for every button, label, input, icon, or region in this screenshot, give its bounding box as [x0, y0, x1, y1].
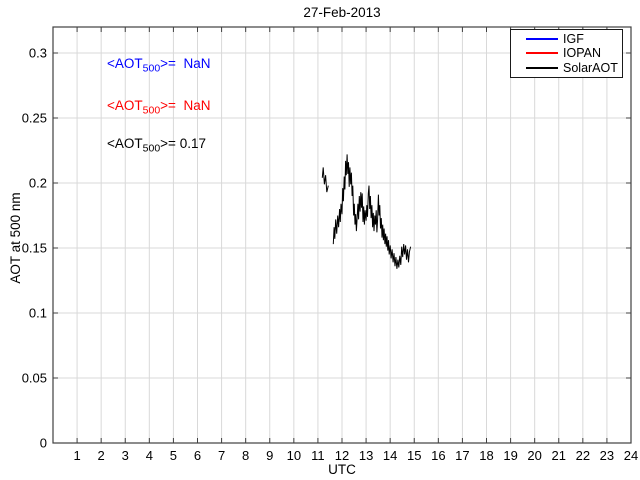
- annotation-prefix: <AOT: [107, 56, 143, 71]
- x-tick-label: 2: [98, 448, 105, 463]
- mean-annotation-solaraot: <AOT500>= 0.17: [107, 136, 206, 155]
- solaraot-trace: [321, 167, 329, 193]
- x-tick-label: 20: [527, 448, 541, 463]
- x-tick-label: 15: [407, 448, 421, 463]
- x-tick-label: 12: [335, 448, 349, 463]
- solaraot-line-sample: [526, 66, 558, 69]
- legend-label: IGF: [563, 32, 584, 47]
- y-tick-label: 0: [40, 436, 47, 451]
- x-tick-label: 14: [383, 448, 397, 463]
- annotation-value: >= NaN: [160, 98, 211, 113]
- y-axis-label: AOT at 500 nm: [8, 192, 23, 284]
- y-tick-label: 0.2: [29, 176, 47, 191]
- x-tick-label: 3: [122, 448, 129, 463]
- legend-label: IOPAN: [563, 46, 601, 61]
- mean-annotation-igf: <AOT500>= NaN: [107, 56, 210, 75]
- x-tick-label: 13: [359, 448, 373, 463]
- x-tick-label: 17: [455, 448, 469, 463]
- x-tick-label: 9: [266, 448, 273, 463]
- annotation-prefix: <AOT: [107, 98, 143, 113]
- annotation-prefix: <AOT: [107, 136, 143, 151]
- iopan-line-sample: [526, 52, 558, 55]
- x-tick-label: 5: [170, 448, 177, 463]
- y-tick-label: 0.25: [22, 111, 47, 126]
- x-tick-label: 7: [218, 448, 225, 463]
- annotation-value: >= 0.17: [160, 136, 206, 151]
- y-tick-label: 0.3: [29, 46, 47, 61]
- igf-line-sample: [526, 38, 558, 41]
- legend-item-iopan: IOPAN: [511, 46, 622, 60]
- legend-item-solaraot: SolarAOT: [511, 61, 622, 75]
- annotation-value: >= NaN: [160, 56, 211, 71]
- x-tick-label: 23: [600, 448, 614, 463]
- legend: IGF IOPAN SolarAOT: [510, 29, 623, 78]
- solaraot-trace: [332, 154, 412, 269]
- x-tick-label: 6: [194, 448, 201, 463]
- x-tick-label: 8: [242, 448, 249, 463]
- x-tick-label: 21: [552, 448, 566, 463]
- y-tick-label: 0.15: [22, 241, 47, 256]
- mean-annotation-iopan: <AOT500>= NaN: [107, 98, 210, 117]
- y-tick-label: 0.05: [22, 371, 47, 386]
- x-tick-label: 18: [479, 448, 493, 463]
- x-tick-label: 11: [311, 448, 325, 463]
- x-tick-label: 16: [431, 448, 445, 463]
- x-tick-label: 22: [576, 448, 590, 463]
- x-axis-label: UTC: [328, 462, 356, 477]
- x-tick-label: 19: [503, 448, 517, 463]
- annotation-subscript: 500: [142, 142, 161, 155]
- legend-item-igf: IGF: [511, 32, 622, 46]
- x-tick-label: 1: [73, 448, 80, 463]
- x-tick-label: 10: [287, 448, 301, 463]
- x-tick-label: 24: [624, 448, 638, 463]
- legend-label: SolarAOT: [563, 60, 618, 75]
- x-tick-label: 4: [146, 448, 153, 463]
- annotation-subscript: 500: [142, 104, 161, 117]
- chart-title: 27-Feb-2013: [303, 5, 381, 20]
- annotation-subscript: 500: [142, 62, 161, 75]
- y-tick-label: 0.1: [29, 306, 47, 321]
